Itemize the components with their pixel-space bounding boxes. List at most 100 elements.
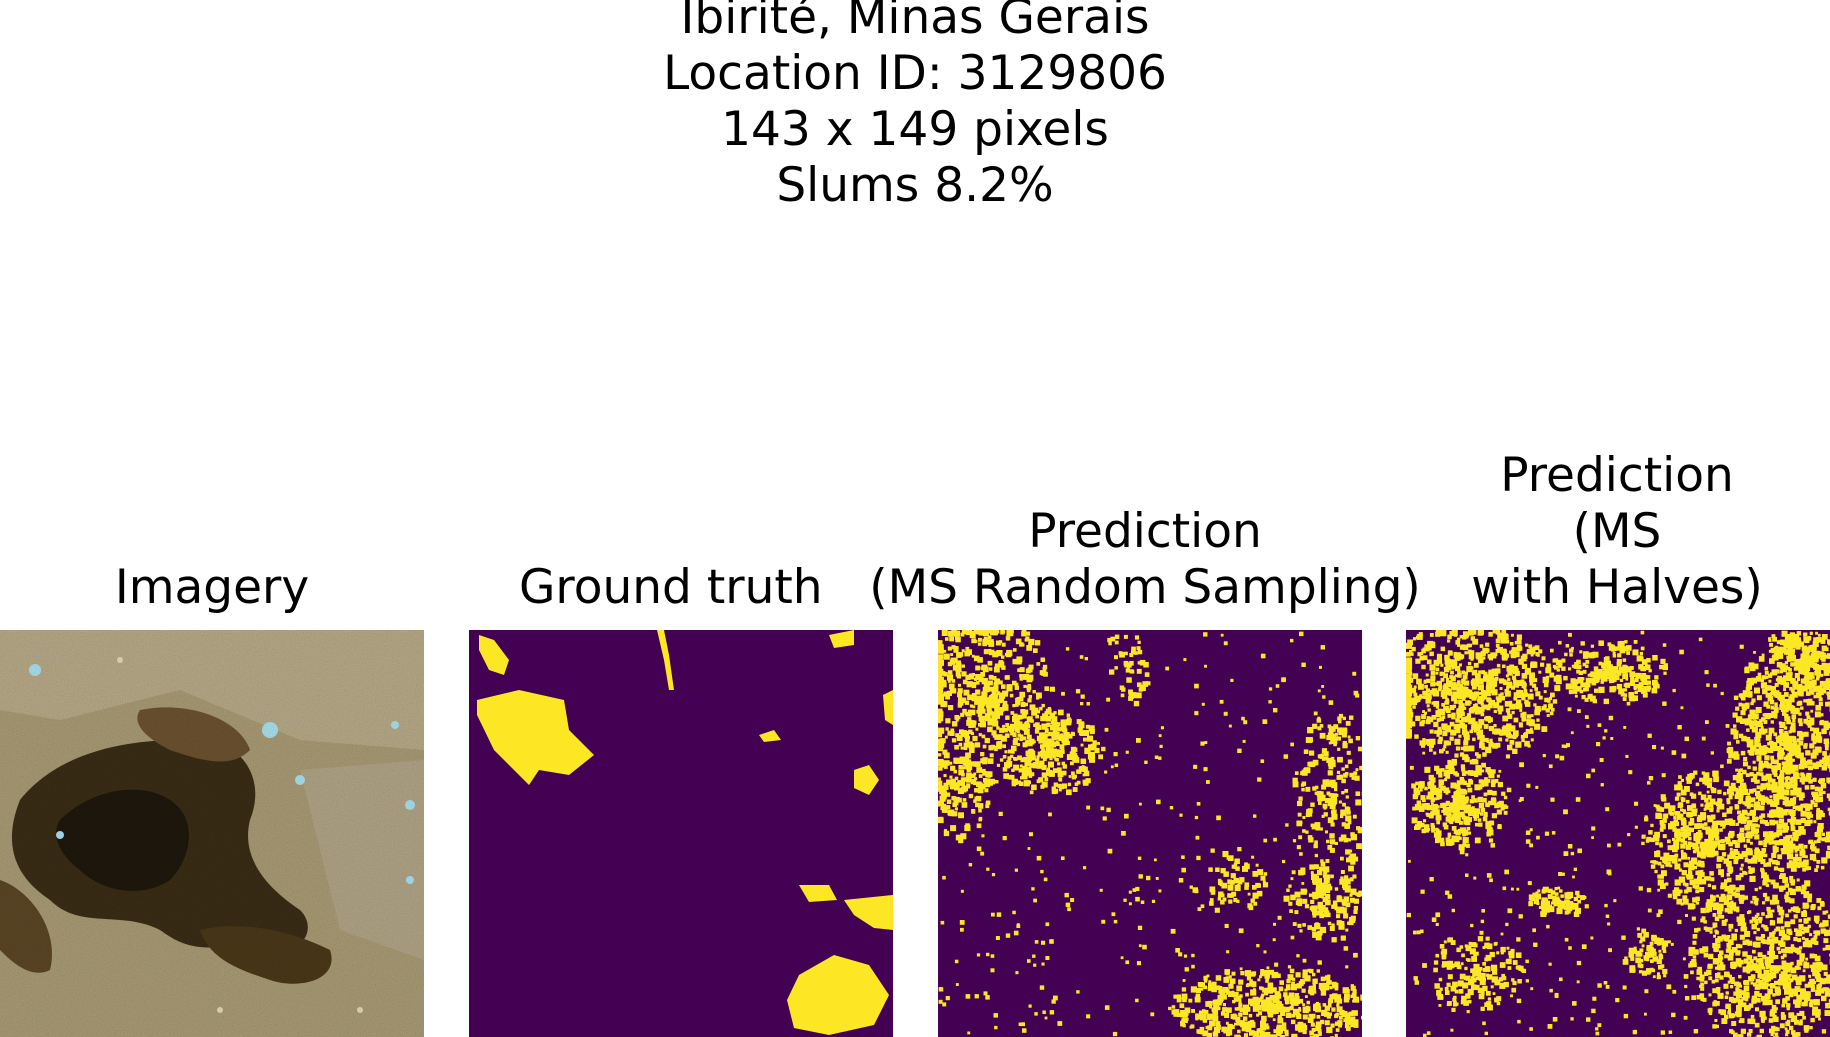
mask-pixel	[991, 730, 997, 736]
mask-pixel	[1795, 707, 1800, 713]
mask-pixel	[1331, 813, 1338, 820]
mask-pixel	[1429, 729, 1434, 734]
mask-pixel	[1023, 780, 1030, 787]
mask-pixel	[1325, 830, 1328, 834]
mask-pixel	[1436, 658, 1443, 664]
mask-pixel	[980, 704, 985, 709]
mask-pixel	[1317, 903, 1324, 910]
mask-pixel	[1523, 689, 1528, 693]
mask-pixel	[1324, 880, 1328, 885]
mask-pixel	[1028, 638, 1035, 646]
mask-pixel	[1272, 995, 1279, 1002]
mask-pixel	[1755, 805, 1761, 811]
mask-pixel	[1681, 852, 1686, 858]
mask-pixel	[1738, 853, 1744, 859]
mask-pixel	[1770, 686, 1776, 692]
mask-pixel	[1340, 834, 1347, 841]
mask-pixel	[1350, 888, 1357, 895]
mask-pixel	[1005, 715, 1010, 720]
mask-pixel	[1052, 748, 1058, 754]
mask-pixel	[977, 642, 982, 646]
mask-pixel	[1790, 826, 1796, 832]
mask-pixel	[1516, 634, 1522, 640]
mask-pixel	[1230, 978, 1236, 984]
mask-pixel	[1764, 896, 1770, 902]
mask-pixel	[1443, 770, 1450, 777]
mask-pixel	[1019, 764, 1023, 768]
mask-pixel	[1730, 782, 1736, 788]
mask-pixel	[1818, 702, 1823, 707]
mask-pixel	[1307, 727, 1314, 734]
mask-pixel	[1688, 963, 1693, 968]
mask-pixel	[1795, 754, 1798, 758]
mask-pixel	[966, 764, 973, 771]
mask-pixel	[1304, 904, 1310, 909]
mask-pixel	[1808, 779, 1813, 784]
mask-pixel	[1704, 838, 1711, 845]
mask-pixel	[1751, 998, 1757, 1004]
mask-pixel	[1097, 742, 1100, 745]
mask-pixel	[1819, 901, 1825, 906]
mask-pixel	[1798, 1021, 1803, 1026]
mask-pixel	[1325, 779, 1330, 783]
mask-pixel	[1343, 946, 1349, 951]
mask-pixel	[1457, 680, 1461, 684]
mask-pixel	[1495, 668, 1501, 674]
mask-pixel	[1317, 1028, 1322, 1033]
mask-pixel	[1492, 743, 1498, 749]
mask-pixel	[1459, 635, 1463, 639]
mask-pixel	[1731, 947, 1738, 953]
mask-pixel	[1440, 677, 1445, 682]
mask-pixel	[1319, 827, 1323, 831]
mask-pixel	[1241, 716, 1245, 721]
mask-pixel	[1022, 770, 1029, 777]
mask-pixel	[1784, 761, 1791, 768]
mask-pixel	[1294, 771, 1299, 775]
mask-pixel	[1769, 810, 1774, 815]
mask-pixel	[1817, 665, 1822, 669]
mask-pixel	[1084, 747, 1091, 754]
mask-pixel	[1741, 809, 1747, 815]
mask-pixel	[1742, 801, 1747, 805]
mask-pixel	[1346, 810, 1351, 815]
mask-pixel	[1769, 899, 1775, 905]
mask-pixel	[1073, 774, 1077, 779]
mask-pixel	[1683, 809, 1686, 813]
mask-pixel	[1800, 829, 1806, 834]
mask-pixel	[1798, 690, 1804, 697]
mask-pixel	[1031, 887, 1035, 891]
mask-pixel	[1810, 727, 1814, 732]
mask-pixel	[1291, 870, 1296, 875]
mask-pixel	[1801, 911, 1807, 917]
mask-pixel	[972, 762, 978, 767]
mask-pixel	[979, 696, 984, 701]
mask-pixel	[991, 711, 996, 716]
mask-pixel	[1812, 762, 1819, 769]
mask-pixel	[1500, 648, 1507, 655]
mask-pixel	[1312, 987, 1316, 991]
panel-title-imagery-line: Imagery	[114, 560, 310, 615]
mask-pixel	[1446, 708, 1451, 713]
mask-pixel	[1006, 630, 1013, 637]
mask-pixel	[1788, 834, 1793, 839]
mask-pixel	[1284, 1029, 1289, 1034]
imagery-brown-ridge	[137, 707, 250, 762]
mask-pixel	[960, 632, 965, 637]
mask-pixel	[1228, 991, 1234, 997]
mask-pixel	[940, 920, 945, 925]
mask-pixel	[1726, 872, 1731, 877]
mask-pixel	[1050, 720, 1055, 725]
mask-pixel	[1330, 822, 1335, 827]
mask-pixel	[1456, 686, 1460, 691]
mask-pixel	[1775, 989, 1781, 996]
mask-pixel	[1265, 1034, 1272, 1037]
mask-pixel	[959, 780, 966, 786]
mask-pixel	[1804, 743, 1808, 747]
mask-pixel	[1825, 761, 1830, 766]
mask-pixel	[1766, 906, 1771, 912]
mask-pixel	[1733, 734, 1739, 740]
mask-pixel	[1440, 841, 1445, 847]
mask-pixel	[1668, 823, 1675, 830]
mask-pixel	[1459, 794, 1466, 801]
mask-pixel	[1057, 1021, 1063, 1026]
